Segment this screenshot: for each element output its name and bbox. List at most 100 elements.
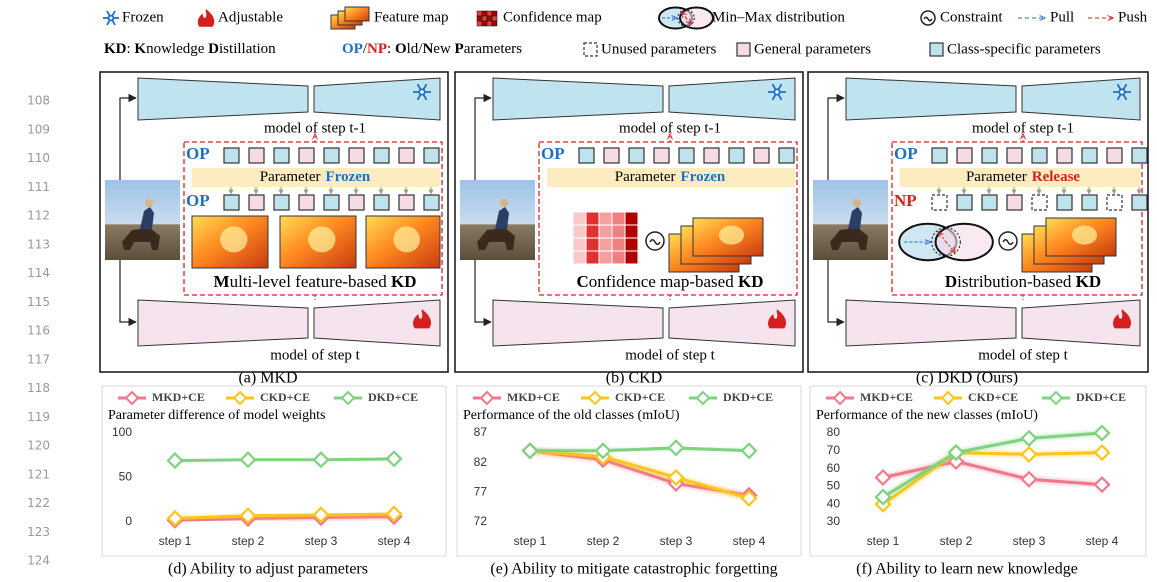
general-parameter [349, 148, 364, 163]
confidence-cell [492, 21, 497, 26]
confidence-cell [625, 238, 638, 251]
snow-core [1119, 89, 1124, 94]
class-parameter [424, 195, 439, 210]
text-part: D [208, 41, 219, 57]
legend-marker [481, 392, 493, 404]
point-marker [1022, 431, 1036, 445]
class-parameter [224, 195, 239, 210]
rich-text: Multi-level feature-based KD [214, 272, 417, 291]
text-part: : [127, 41, 135, 57]
text-part: Parameter [260, 169, 321, 185]
line-number: 112 [27, 209, 50, 223]
chart-title: Parameter difference of model weights [108, 408, 325, 423]
legend-label: MKD+CE [860, 390, 913, 404]
text-part: nowledge [146, 41, 208, 57]
snow-core [109, 16, 114, 21]
unused-parameter [584, 43, 597, 56]
general-parameter [1107, 148, 1122, 163]
class-parameter [374, 148, 389, 163]
x-tick-label: step 3 [305, 534, 338, 548]
legend-text: General parameters [754, 41, 871, 57]
text-part: onfidence map-based [589, 272, 738, 291]
model-label: model of step t [978, 347, 1068, 363]
text-part: Parameter [615, 169, 676, 185]
text-part: ulti-level feature-based [230, 272, 391, 291]
confidence-cell [482, 11, 487, 16]
legend-label: MKD+CE [152, 390, 205, 404]
model-label: model of step t [270, 347, 360, 363]
y-tick-label: 50 [119, 470, 133, 484]
arrow [120, 98, 136, 180]
class-parameter [1082, 148, 1097, 163]
legend-text: Push [1118, 9, 1148, 25]
class-parameter [982, 195, 997, 210]
confidence-cell [477, 16, 482, 21]
y-tick-label: 87 [474, 425, 488, 439]
legend-marker [1050, 392, 1062, 404]
class-parameter [932, 148, 947, 163]
confidence-cell [573, 251, 586, 264]
row-label: OP [894, 144, 918, 163]
model-label: model of step t [625, 347, 715, 363]
line-number: 113 [27, 237, 50, 251]
y-tick-label: 80 [827, 425, 841, 439]
row-label: OP [541, 144, 565, 163]
arrow [475, 260, 491, 322]
text-part: ld/ [407, 41, 424, 57]
confidence-cell [487, 11, 492, 16]
text-part: istillation [219, 41, 276, 57]
class-parameter [729, 148, 744, 163]
general-parameter [349, 195, 364, 210]
legend-marker [834, 392, 846, 404]
class-parameter [579, 148, 594, 163]
chart-title: Performance of the new classes (mIoU) [816, 408, 1038, 423]
legend-text: Adjustable [218, 9, 283, 25]
panel-caption: (b) CKD [606, 370, 662, 387]
text-part: K [134, 41, 146, 57]
teacher-encoder [493, 78, 663, 120]
confidence-cell [586, 238, 599, 251]
text-part: M [214, 272, 230, 291]
text-part: Parameter [966, 169, 1027, 185]
feature-blob [1072, 226, 1097, 245]
rich-text: Confidence map-based KD [577, 272, 764, 291]
legend-text: Constraint [940, 9, 1003, 25]
line-number: 117 [27, 352, 50, 366]
y-tick-label: 60 [827, 461, 841, 475]
legend-text: Min–Max distribution [712, 9, 845, 25]
legend-text: Unused parameters [601, 41, 717, 57]
chart-caption: (f) Ability to learn new knowledge [856, 561, 1078, 578]
class-parameter [930, 43, 943, 56]
rider-head [145, 199, 153, 207]
text-part: NP [367, 41, 387, 57]
class-parameter [629, 148, 644, 163]
feature-blob [308, 226, 335, 252]
confidence-cell [586, 212, 599, 225]
point-marker [1022, 447, 1036, 461]
legend-label: CKD+CE [615, 390, 665, 404]
legend-marker [589, 392, 601, 404]
chart-title: Performance of the old classes (mIoU) [463, 408, 680, 423]
parameter-text: ParameterFrozen [615, 169, 726, 185]
line-number: 110 [27, 151, 50, 165]
confidence-cell [612, 251, 625, 264]
class-parameter [1057, 195, 1072, 210]
line-number: 114 [27, 266, 50, 280]
general-parameter [704, 148, 719, 163]
text-part: O [395, 41, 407, 57]
rider-head [853, 199, 861, 207]
teacher-encoder [846, 78, 1016, 120]
text-part: arameters [464, 41, 522, 57]
confidence-cell [477, 11, 482, 16]
confidence-cell [492, 11, 497, 16]
class-parameter [324, 195, 339, 210]
line-number: 124 [27, 554, 50, 568]
point-marker [1095, 446, 1109, 460]
line-number: 116 [27, 324, 50, 338]
minmax-right [680, 8, 713, 29]
point-marker [387, 452, 401, 466]
text-part: OP [342, 41, 363, 57]
rich-text: Distribution-based KD [945, 272, 1101, 291]
confidence-cell [492, 16, 497, 21]
x-tick-label: step 1 [867, 534, 900, 548]
